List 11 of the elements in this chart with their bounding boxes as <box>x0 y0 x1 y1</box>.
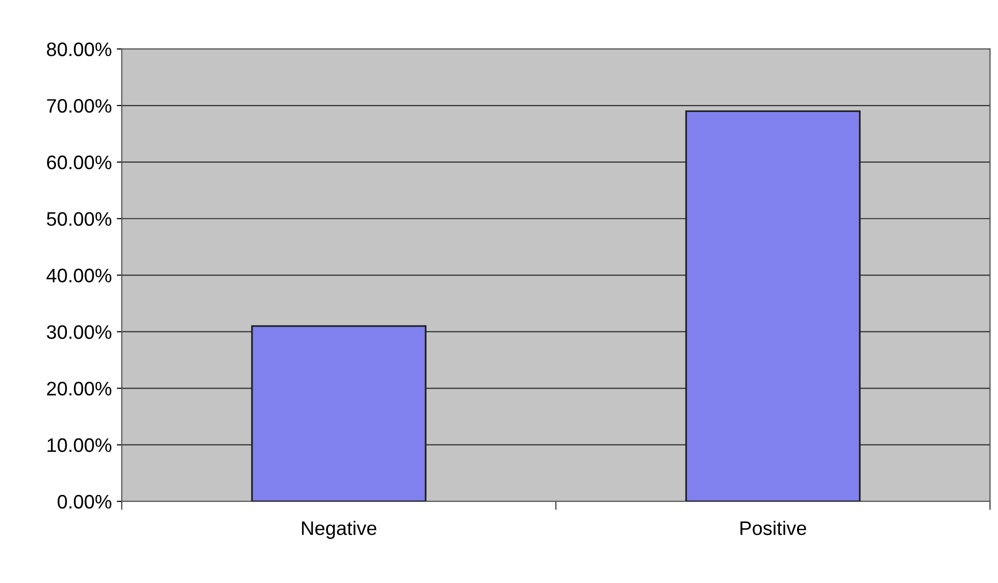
x-tick-label: Positive <box>740 520 806 536</box>
y-tick-label: 50.00% <box>46 212 112 226</box>
y-tick-label: 80.00% <box>46 42 112 56</box>
x-tick-label: Negative <box>302 520 376 539</box>
y-tick-label: 30.00% <box>46 325 112 339</box>
y-tick-label: 0.00% <box>58 494 112 509</box>
y-tick-label: 10.00% <box>48 438 112 452</box>
y-tick-label: 40.00% <box>46 268 112 282</box>
y-tick-label: 70.00% <box>47 98 112 113</box>
y-tick-label: 20.00% <box>47 382 112 396</box>
y-tick-label: 60.00% <box>47 156 112 170</box>
